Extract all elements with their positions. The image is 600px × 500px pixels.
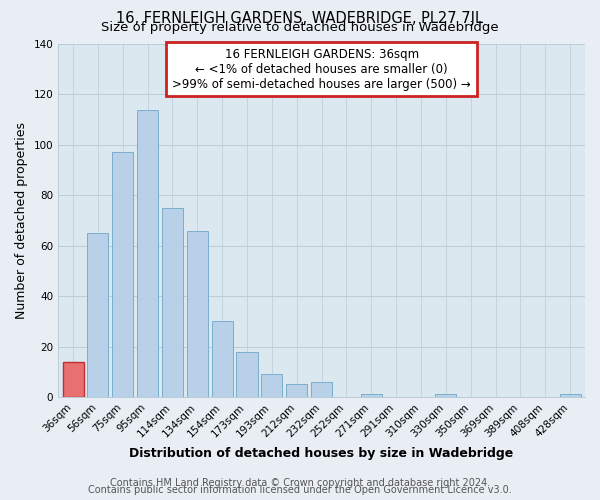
Bar (286, 384, 307, 397)
Bar (162, 208, 183, 397)
X-axis label: Distribution of detached houses by size in Wadebridge: Distribution of detached houses by size … (130, 447, 514, 460)
Text: Contains HM Land Registry data © Crown copyright and database right 2024.: Contains HM Land Registry data © Crown c… (110, 478, 490, 488)
Y-axis label: Number of detached properties: Number of detached properties (15, 122, 28, 319)
Bar (262, 374, 283, 397)
Text: Size of property relative to detached houses in Wadebridge: Size of property relative to detached ho… (101, 21, 499, 34)
Bar (137, 110, 158, 397)
Bar (88, 233, 109, 397)
Bar (212, 322, 233, 397)
Bar (62, 362, 83, 397)
Bar (560, 394, 581, 397)
Text: Contains public sector information licensed under the Open Government Licence v3: Contains public sector information licen… (88, 485, 512, 495)
Bar (311, 382, 332, 397)
Bar (435, 394, 457, 397)
Text: 16 FERNLEIGH GARDENS: 36sqm
← <1% of detached houses are smaller (0)
>99% of sem: 16 FERNLEIGH GARDENS: 36sqm ← <1% of det… (172, 48, 471, 90)
Bar (236, 352, 257, 397)
Text: 16, FERNLEIGH GARDENS, WADEBRIDGE, PL27 7JL: 16, FERNLEIGH GARDENS, WADEBRIDGE, PL27 … (116, 11, 484, 26)
Bar (112, 152, 133, 397)
Bar (361, 394, 382, 397)
Bar (187, 230, 208, 397)
